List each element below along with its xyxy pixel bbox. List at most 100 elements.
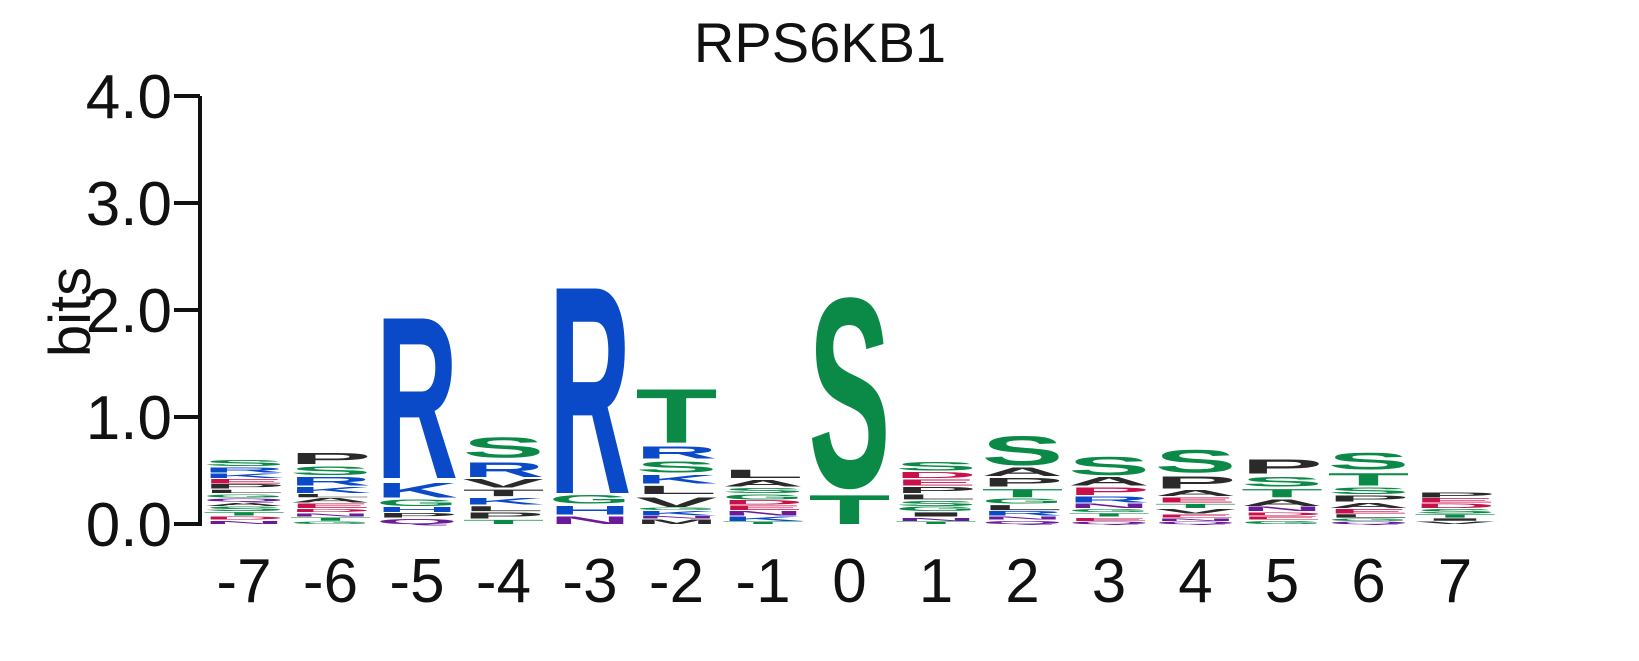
- logo-letter: T: [1155, 503, 1237, 510]
- logo-letter: R: [549, 223, 631, 556]
- logo-letter: R: [636, 443, 718, 463]
- logo-letter: M: [636, 519, 718, 526]
- logo-letter: K: [636, 473, 718, 486]
- logo-letter: T: [1068, 512, 1150, 517]
- y-tick-label: 2.0: [86, 277, 172, 346]
- logo-letter: K: [376, 478, 458, 502]
- x-tick-label: -4: [476, 547, 531, 616]
- x-tick-label: -6: [303, 547, 358, 616]
- y-tick-label: 3.0: [86, 170, 172, 239]
- logo-letter: T: [982, 487, 1064, 500]
- logo-letter: G: [1241, 520, 1323, 525]
- x-tick-label: -1: [735, 547, 790, 616]
- logo-letter: G: [722, 493, 804, 501]
- logo-letter: T: [1241, 487, 1323, 500]
- logo-letter: P: [895, 486, 977, 495]
- logo-letter: R: [203, 466, 285, 474]
- logo-letter: P: [1241, 455, 1323, 478]
- logo-letter: A: [1155, 489, 1237, 498]
- logo-letter: N: [290, 512, 372, 517]
- logo-letter: Q: [203, 497, 285, 502]
- logo-letter: E: [722, 505, 804, 512]
- logo-letter: V: [463, 477, 545, 490]
- logo-letter: T: [636, 374, 718, 460]
- logo-letter: R: [290, 475, 372, 488]
- logo-letter: D: [203, 515, 285, 520]
- logo-letter: G: [1328, 518, 1410, 522]
- logo-letter: N: [203, 520, 285, 525]
- logo-letter: R: [1068, 495, 1150, 504]
- logo-letter: S: [895, 499, 977, 507]
- logo-letter: E: [203, 478, 285, 485]
- logo-letter: T: [895, 521, 977, 525]
- logo-letter: T: [722, 521, 804, 525]
- logo-letter: D: [722, 499, 804, 506]
- logo-letter: E: [1241, 515, 1323, 520]
- logo-letter: G: [982, 497, 1064, 505]
- logo-letter: I: [895, 511, 977, 518]
- logo-letter: P: [1155, 472, 1237, 492]
- logo-letter: G: [895, 506, 977, 513]
- logo-letter: P: [1068, 486, 1150, 498]
- logo-letter: L: [895, 493, 977, 501]
- logo-letter: E: [1155, 496, 1237, 504]
- logo-letter: L: [982, 504, 1064, 512]
- y-axis: 0.0 1.0 2.0 3.0 4.0: [86, 63, 202, 560]
- logo-letter: L: [463, 505, 545, 513]
- logo-letter: L: [722, 467, 804, 480]
- logo-letter: S: [895, 460, 977, 473]
- logo-letter: G: [549, 493, 631, 506]
- logo-letter: A: [1328, 502, 1410, 510]
- logo-letter: N: [1155, 518, 1237, 522]
- logo-letter: K: [722, 515, 804, 522]
- logo-letter: N: [982, 515, 1064, 520]
- logo-letter: E: [1414, 497, 1496, 504]
- logo-letter: P: [290, 450, 372, 467]
- logo-letter: G: [636, 507, 718, 511]
- logo-letter: V: [1155, 508, 1237, 515]
- y-tick-label: 0.0: [86, 491, 172, 560]
- logo-letter: R: [376, 268, 458, 527]
- logo-letter: L: [636, 483, 718, 496]
- logo-letter: V: [636, 494, 718, 510]
- y-axis-label: bits: [38, 267, 103, 357]
- logo-letter: Q: [982, 520, 1064, 525]
- logo-letter: S: [1068, 451, 1150, 480]
- logo-letter: S: [203, 506, 285, 513]
- logo-letter: T: [809, 487, 891, 533]
- logo-letter: G: [203, 493, 285, 498]
- x-tick-label: 0: [832, 547, 866, 616]
- logo-letter: I: [1414, 518, 1496, 522]
- logo-letter: S: [1328, 486, 1410, 497]
- logo-letter: N: [549, 514, 631, 526]
- x-tick-label: 6: [1351, 547, 1385, 616]
- logo-letter: Q: [1328, 521, 1410, 525]
- x-tick-label: -3: [562, 547, 617, 616]
- logo-letter: T: [1328, 469, 1410, 489]
- logo-letter: P: [463, 511, 545, 520]
- logo-letter: S: [722, 487, 804, 495]
- logo-letter: D: [290, 508, 372, 513]
- logo-letter: S: [1414, 508, 1496, 515]
- logo-letter: Q: [1068, 521, 1150, 525]
- logo-letter: A: [722, 478, 804, 489]
- logo-letter: D: [1241, 511, 1323, 516]
- logo-letter: G: [376, 497, 458, 508]
- logo-letter: D: [895, 471, 977, 480]
- logo-letter: N: [636, 515, 718, 519]
- logo-letter: G: [1068, 508, 1150, 513]
- logo-letter: T: [203, 511, 285, 516]
- x-tick-label: 1: [919, 547, 953, 616]
- logo-letter: S: [1328, 448, 1410, 475]
- x-tick-label: 3: [1092, 547, 1126, 616]
